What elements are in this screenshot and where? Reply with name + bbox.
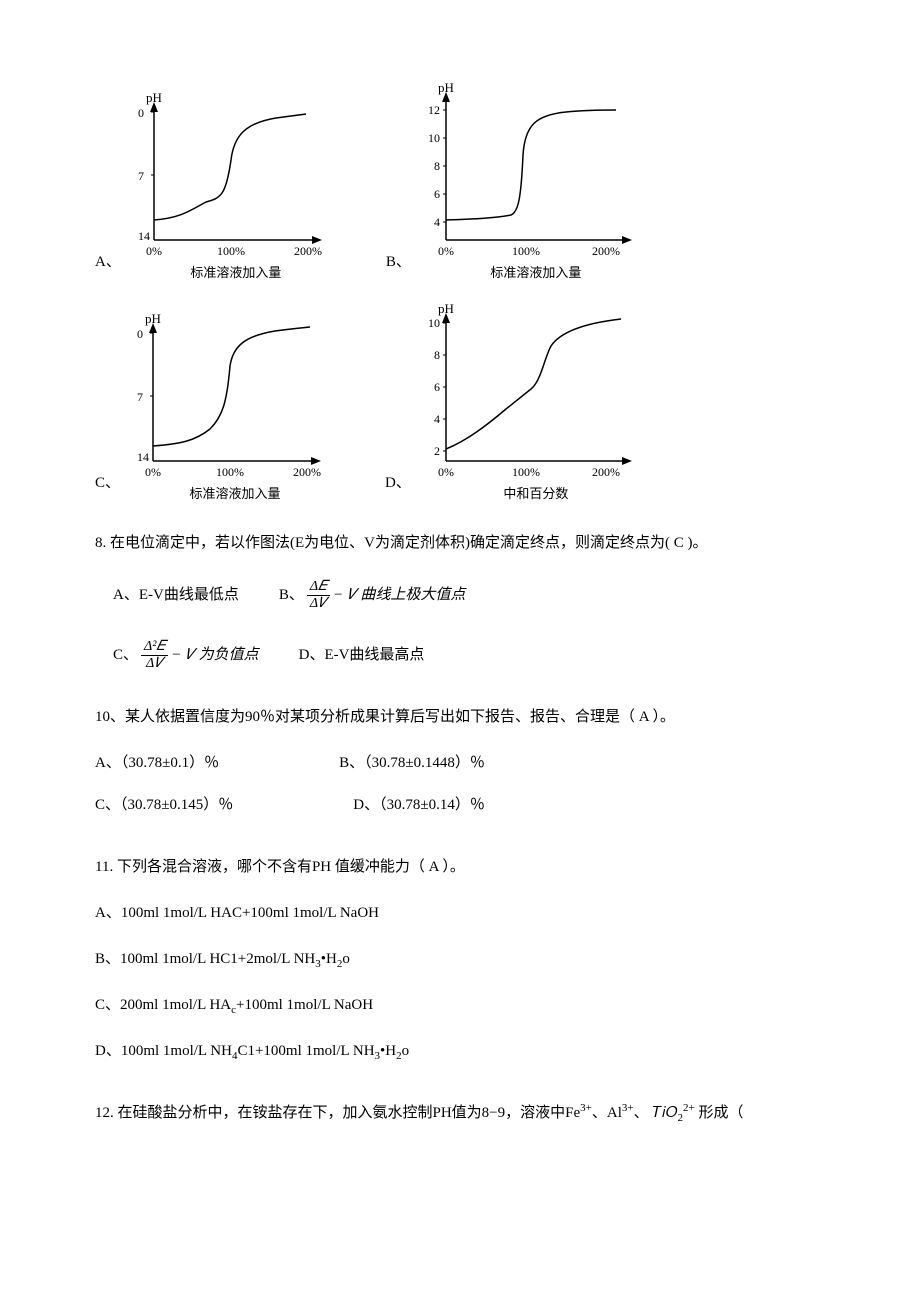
chart-wrap-b: pH 12 10 8 6 4 0% 100% 200% 标准溶液加 [426, 80, 646, 281]
question-8: 8. 在电位滴定中，若以作图法(E为电位、V为滴定剂体积)确定滴定终点，则滴定终… [95, 522, 825, 676]
chart-c: pH 0 7 14 0% 100% 200% [135, 311, 335, 481]
svg-text:6: 6 [434, 380, 440, 394]
svg-text:200%: 200% [592, 465, 620, 479]
chart-wrap-d: pH 10 8 6 4 2 0% 100% 200% 中和百分数 [426, 301, 646, 502]
chart-label-c: C、 [95, 471, 120, 502]
q8-b-num: Δ𝐸 [307, 579, 330, 595]
q12-tio-sup: 2+ [683, 1102, 695, 1114]
chart-cell-c: C、 pH 0 7 14 0% 100% 200% 标准溶液加入量 [95, 301, 335, 502]
svg-text:14: 14 [138, 229, 150, 243]
q11-option-a: A、100ml 1mol/L HAC+100ml 1mol/L NaOH [95, 892, 825, 934]
svg-text:0%: 0% [146, 244, 162, 258]
q8-b-prefix: B、 [279, 574, 304, 616]
chart-cell-a: A、 pH 0 7 14 0% 100% 200% 标准溶液加入量 [95, 80, 336, 281]
q10-text: 10、某人依据置信度为90％对某项分析成果计算后写出如下报告、报告、合理是（ A… [95, 696, 825, 738]
q11-text: 11. 下列各混合溶液，哪个不含有PH 值缓冲能力（ A ）。 [95, 846, 825, 888]
q8-c-num: Δ²𝐸 [141, 639, 168, 655]
svg-text:8: 8 [434, 159, 440, 173]
q12-al-sup: 3+ [622, 1102, 634, 1114]
svg-text:7: 7 [138, 169, 144, 183]
q10-option-a: A、（30.78±0.1）％ [95, 742, 219, 784]
q11-b-post: o [342, 951, 350, 967]
chart-label-b: B、 [386, 250, 411, 281]
x-axis-label-a: 标准溶液加入量 [190, 262, 281, 281]
q10-option-d: D、（30.78±0.14）％ [353, 784, 485, 826]
q8-c-den: Δ𝑉 [143, 656, 166, 671]
q12-post: 形成（ [695, 1105, 744, 1121]
q11-d-mid2: •H [380, 1043, 396, 1059]
chart-label-d: D、 [385, 471, 411, 502]
question-12: 12. 在硅酸盐分析中，在铵盐存在下，加入氨水控制PH值为8−9，溶液中Fe3+… [95, 1092, 825, 1134]
svg-text:12: 12 [428, 103, 440, 117]
svg-text:100%: 100% [216, 465, 244, 479]
q8-b-fraction: Δ𝐸 Δ𝑉 [307, 579, 330, 611]
q8-text: 8. 在电位滴定中，若以作图法(E为电位、V为滴定剂体积)确定滴定终点，则滴定终… [95, 522, 825, 564]
chart-d: pH 10 8 6 4 2 0% 100% 200% [426, 301, 646, 481]
svg-text:10: 10 [428, 316, 440, 330]
q8-b-suffix: − 𝑉 曲线上极大值点 [333, 574, 465, 616]
q12-fe-sup: 3+ [580, 1102, 592, 1114]
svg-text:6: 6 [434, 187, 440, 201]
chart-cell-d: D、 pH 10 8 6 4 2 0% 100% 200% [385, 301, 646, 502]
q11-b-pre: B、100ml 1mol/L HC1+2mol/L NH [95, 951, 315, 967]
svg-text:8: 8 [434, 348, 440, 362]
svg-text:100%: 100% [512, 465, 540, 479]
q11-c-post: +100ml 1mol/L NaOH [236, 997, 373, 1013]
q11-option-d: D、100ml 1mol/L NH4C1+100ml 1mol/L NH3•H2… [95, 1030, 825, 1072]
x-axis-label-d: 中和百分数 [503, 483, 568, 502]
q8-c-suffix: − 𝑉 为负值点 [171, 634, 258, 676]
svg-text:0: 0 [137, 327, 143, 341]
q10-option-b: B、（30.78±0.1448）％ [339, 742, 485, 784]
svg-text:10: 10 [428, 131, 440, 145]
q11-b-mid: •H [321, 951, 337, 967]
q11-option-c: C、200ml 1mol/L HAc+100ml 1mol/L NaOH [95, 984, 825, 1026]
svg-text:14: 14 [137, 450, 149, 464]
q11-d-pre: D、100ml 1mol/L NH [95, 1043, 232, 1059]
chart-b: pH 12 10 8 6 4 0% 100% 200% [426, 80, 646, 260]
q12-text: 12. 在硅酸盐分析中，在铵盐存在下，加入氨水控制PH值为8−9，溶液中Fe3+… [95, 1092, 825, 1134]
svg-text:200%: 200% [592, 244, 620, 258]
svg-text:7: 7 [137, 390, 143, 404]
svg-text:4: 4 [434, 215, 440, 229]
svg-text:0%: 0% [145, 465, 161, 479]
q11-d-mid1: C1+100ml 1mol/L NH [237, 1043, 374, 1059]
svg-text:4: 4 [434, 412, 440, 426]
chart-row-2: C、 pH 0 7 14 0% 100% 200% 标准溶液加入量 D、 [95, 301, 825, 502]
q12-pre: 12. 在硅酸盐分析中，在铵盐存在下，加入氨水控制PH值为8−9，溶液中Fe [95, 1105, 580, 1121]
svg-text:0: 0 [138, 106, 144, 120]
q11-d-post: o [402, 1043, 410, 1059]
q10-option-c: C、（30.78±0.145）％ [95, 784, 233, 826]
svg-text:200%: 200% [294, 244, 322, 258]
svg-text:2: 2 [434, 444, 440, 458]
chart-wrap-a: pH 0 7 14 0% 100% 200% 标准溶液加入量 [136, 90, 336, 281]
svg-text:100%: 100% [512, 244, 540, 258]
chart-row-1: A、 pH 0 7 14 0% 100% 200% 标准溶液加入量 B、 [95, 80, 825, 281]
chart-cell-b: B、 pH 12 10 8 6 4 0% 100% 200% [386, 80, 646, 281]
x-axis-label-b: 标准溶液加入量 [490, 262, 581, 281]
svg-text:100%: 100% [217, 244, 245, 258]
question-10: 10、某人依据置信度为90％对某项分析成果计算后写出如下报告、报告、合理是（ A… [95, 696, 825, 826]
q8-c-fraction: Δ²𝐸 Δ𝑉 [141, 639, 168, 671]
question-11: 11. 下列各混合溶液，哪个不含有PH 值缓冲能力（ A ）。 A、100ml … [95, 846, 825, 1072]
q8-b-den: Δ𝑉 [307, 596, 330, 611]
q8-c-prefix: C、 [113, 634, 138, 676]
chart-wrap-c: pH 0 7 14 0% 100% 200% 标准溶液加入量 [135, 311, 335, 502]
q8-option-b: B、 Δ𝐸 Δ𝑉 − 𝑉 曲线上极大值点 [279, 574, 466, 616]
q11-option-b: B、100ml 1mol/L HC1+2mol/L NH3•H2o [95, 938, 825, 980]
svg-text:200%: 200% [293, 465, 321, 479]
x-axis-label-c: 标准溶液加入量 [190, 483, 281, 502]
q12-mid1: 、Al [592, 1105, 622, 1121]
q8-option-c: C、 Δ²𝐸 Δ𝑉 − 𝑉 为负值点 [113, 634, 259, 676]
q11-c-pre: C、200ml 1mol/L HA [95, 997, 231, 1013]
q12-mid2: 、 𝑇𝑖𝑂 [634, 1105, 678, 1121]
chart-a: pH 0 7 14 0% 100% 200% [136, 90, 336, 260]
svg-text:0%: 0% [438, 244, 454, 258]
q8-option-a: A、E-V曲线最低点 [113, 574, 239, 616]
svg-text:0%: 0% [438, 465, 454, 479]
chart-label-a: A、 [95, 250, 121, 281]
q8-option-d: D、E-V曲线最高点 [299, 634, 425, 676]
